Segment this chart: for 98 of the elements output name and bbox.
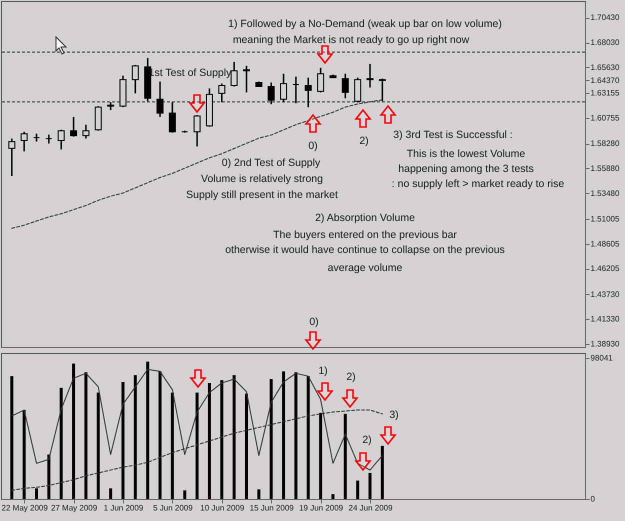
text: happening among the 3 tests — [398, 163, 534, 175]
y-tick-label: 98041 — [590, 353, 614, 362]
annotation: 0) — [309, 316, 319, 328]
bar — [356, 480, 360, 499]
bar — [319, 412, 322, 499]
text: 3) 3rd Test is Successful : — [393, 129, 513, 141]
bar — [196, 392, 199, 499]
y-tick-label: 1.55880 — [590, 164, 620, 173]
bar — [380, 446, 384, 499]
annotation: 2) — [359, 135, 369, 147]
bar — [331, 494, 334, 499]
y-tick-label: 1.60755 — [590, 113, 620, 122]
candlestick — [156, 80, 164, 118]
y-tick-label: 1.38930 — [590, 339, 620, 348]
annotation: 1) Followed by a No-Demand (weak up bar on low volume) — [228, 18, 502, 30]
y-tick-label: 1.65630 — [590, 62, 620, 72]
x-tick-label: 5 Jun 2009 — [153, 504, 194, 512]
candlestick — [82, 124, 90, 140]
y-tick-label: 1.68030 — [590, 38, 620, 48]
candlestick — [304, 76, 312, 108]
candlestick — [194, 114, 201, 148]
x-tick-label: 27 May 2009 — [50, 504, 98, 512]
bar — [121, 382, 124, 499]
y-tick-label: 1.53480 — [590, 188, 620, 198]
candlestick — [280, 72, 288, 103]
y-tick-label: 1.41330 — [590, 314, 620, 324]
bar — [47, 454, 50, 499]
candlestick — [378, 78, 386, 102]
annotation: 1) — [318, 365, 328, 377]
bar — [282, 371, 286, 499]
bar — [232, 375, 236, 499]
annotation: Volume is relatively strong — [201, 173, 324, 185]
bar — [134, 375, 137, 499]
bar — [183, 490, 186, 499]
text: 3) — [389, 409, 399, 421]
x-tick-label: 10 Jun 2009 — [200, 504, 245, 512]
annotation: average volume — [328, 262, 403, 274]
annotation: otherwise it would have continue to collapse on the previous — [225, 244, 505, 256]
x-tick-label: 15 Jun 2009 — [250, 504, 294, 512]
x-tick-label: 1 Jun 2009 — [104, 504, 144, 512]
y-tick-label: 1.48605 — [590, 239, 620, 248]
bar — [60, 388, 63, 499]
y-tick-label: 1.58280 — [590, 139, 620, 148]
bar — [294, 372, 298, 499]
candlestick — [268, 82, 275, 105]
candlestick — [292, 76, 300, 104]
y-tick-label: 0 — [590, 494, 596, 504]
candlestick — [20, 130, 28, 152]
candlestick — [218, 82, 226, 103]
candlestick — [132, 64, 139, 94]
y-tick-label: 1.46205 — [590, 264, 620, 274]
bar — [257, 489, 260, 499]
x-tick-label: 22 May 2009 — [2, 504, 48, 512]
candlestick — [8, 138, 16, 177]
bar — [35, 488, 38, 499]
y-tick-label: 1.70430 — [590, 13, 620, 22]
bar — [96, 392, 100, 499]
bar — [344, 414, 347, 499]
candlestick — [230, 61, 238, 88]
annotation: The buyers entered on the previous bar — [273, 229, 458, 241]
y-tick-label: 1.63155 — [590, 88, 620, 98]
bar — [170, 392, 174, 499]
annotation: 2) Absorption Volume — [315, 212, 416, 224]
bar — [22, 410, 26, 499]
bar — [270, 379, 273, 499]
annotation: Supply still present in the market — [186, 189, 338, 201]
text: : no supply left > market ready to rise — [392, 178, 564, 190]
annotation: 0) 2nd Test of Supply — [222, 157, 321, 169]
bar — [10, 376, 14, 499]
bar — [146, 362, 150, 499]
bar — [109, 488, 112, 499]
y-tick-label: 1.43730 — [590, 290, 620, 299]
bar — [306, 376, 310, 499]
candlestick — [168, 101, 176, 134]
x-tick-label: 19 Jun 2009 — [299, 504, 344, 512]
text: This is the lowest Volume — [406, 148, 526, 160]
bar — [208, 382, 211, 499]
candlestick — [94, 105, 102, 132]
candlestick — [366, 63, 374, 88]
bar — [368, 472, 372, 499]
annotation: 0) — [308, 140, 318, 152]
bar — [72, 364, 76, 499]
y-tick-label: 1.64370 — [590, 76, 620, 85]
annotation: 2) — [362, 434, 372, 446]
candlestick — [45, 134, 52, 144]
candlestick — [58, 129, 65, 150]
y-tick-label: 1.51005 — [590, 214, 620, 224]
bar — [244, 394, 248, 499]
bar — [220, 380, 224, 499]
candlestick — [317, 67, 324, 94]
candlestick — [354, 76, 362, 103]
candlestick — [70, 116, 78, 138]
annotation: meaning the Market is not ready to go up right now — [232, 34, 470, 46]
x-tick-label: 24 Jun 2009 — [348, 504, 394, 512]
bar — [84, 372, 88, 499]
bar — [158, 371, 162, 499]
annotation: 2) — [346, 371, 356, 383]
candlestick — [342, 72, 349, 100]
